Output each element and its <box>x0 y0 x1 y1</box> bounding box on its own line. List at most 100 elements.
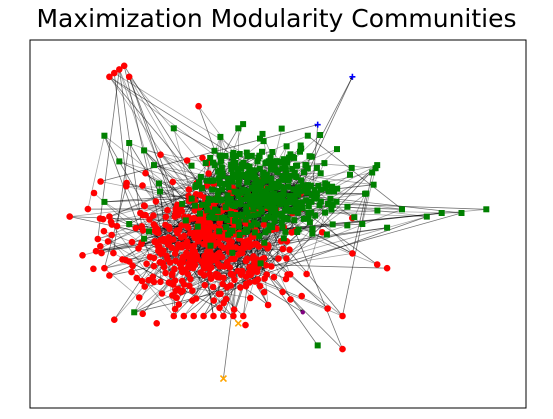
network-node <box>101 198 108 205</box>
network-node <box>151 227 158 235</box>
network-node <box>243 203 250 210</box>
network-node <box>225 184 232 190</box>
network-node <box>306 219 313 226</box>
network-node <box>230 306 238 313</box>
network-node <box>218 196 225 203</box>
network-node <box>285 175 292 182</box>
network-node <box>101 132 108 139</box>
network-node <box>262 262 270 269</box>
network-node <box>211 214 218 221</box>
network-node <box>309 225 316 232</box>
network-node <box>251 219 258 226</box>
network-node <box>329 183 335 190</box>
network-edge <box>353 193 366 218</box>
network-node <box>287 296 294 303</box>
network-node <box>235 223 242 230</box>
network-node <box>92 247 100 255</box>
network-node <box>108 231 115 239</box>
network-edge <box>97 69 121 240</box>
network-node <box>311 186 318 193</box>
network-node <box>293 189 300 196</box>
network-node <box>236 232 243 238</box>
network-node <box>141 235 148 242</box>
network-node <box>243 226 249 233</box>
network-node <box>212 252 220 259</box>
network-node <box>295 206 302 213</box>
network-node <box>104 238 112 245</box>
network-node <box>165 237 173 245</box>
network-node <box>329 201 336 208</box>
network-node <box>210 159 216 166</box>
network-node <box>256 203 263 210</box>
network-node <box>310 191 317 198</box>
network-node <box>230 312 237 320</box>
network-node <box>298 292 306 300</box>
network-node <box>260 254 268 262</box>
network-node <box>242 273 250 281</box>
network-node <box>370 181 377 188</box>
network-node <box>268 208 275 215</box>
network-node <box>234 319 242 327</box>
network-edge <box>111 224 155 283</box>
network-node <box>125 73 133 81</box>
network-node <box>200 263 208 271</box>
network-node <box>232 159 239 166</box>
network-node <box>240 121 247 128</box>
network-node <box>235 218 242 225</box>
network-node <box>227 282 234 289</box>
network-node <box>305 209 312 216</box>
network-node <box>199 154 206 162</box>
network-node <box>184 243 192 251</box>
network-node <box>291 207 298 214</box>
network-node <box>317 198 324 205</box>
network-node <box>280 235 287 242</box>
network-node <box>210 232 218 240</box>
network-node <box>240 173 247 180</box>
network-node <box>359 221 366 227</box>
network-node <box>254 221 261 228</box>
network-node <box>171 305 179 313</box>
network-node <box>179 253 187 261</box>
network-node <box>157 278 164 286</box>
network-node <box>150 278 158 286</box>
network-node <box>308 198 315 205</box>
network-node <box>229 171 236 178</box>
network-node <box>255 211 262 218</box>
network-node <box>253 177 260 184</box>
network-edge <box>273 276 304 313</box>
network-edge <box>86 135 105 210</box>
network-node <box>268 182 275 189</box>
network-node <box>329 221 336 228</box>
network-node <box>294 162 301 169</box>
network-node <box>262 229 269 236</box>
network-edge <box>307 135 403 210</box>
network-node <box>245 213 252 220</box>
network-node <box>146 216 153 223</box>
network-node <box>242 257 250 265</box>
network-node <box>263 202 270 209</box>
network-node <box>116 158 123 165</box>
network-node <box>216 263 223 270</box>
network-node <box>234 267 242 275</box>
network-node <box>79 252 86 259</box>
network-node <box>291 217 298 224</box>
network-node <box>278 125 285 132</box>
network-node <box>272 205 279 212</box>
network-node <box>251 240 259 248</box>
network-node <box>372 165 379 172</box>
network-node <box>169 292 176 299</box>
network-node <box>285 183 292 190</box>
network-node <box>225 231 232 238</box>
network-node <box>280 173 287 180</box>
network-node <box>204 199 211 206</box>
network-node <box>251 201 258 208</box>
network-node <box>300 310 305 315</box>
network-node <box>111 69 118 77</box>
network-node <box>250 173 257 180</box>
network-node <box>277 201 284 208</box>
network-node <box>267 154 274 161</box>
network-node <box>313 195 320 202</box>
network-node <box>260 221 268 228</box>
network-node <box>189 247 197 255</box>
network-node <box>182 217 189 224</box>
